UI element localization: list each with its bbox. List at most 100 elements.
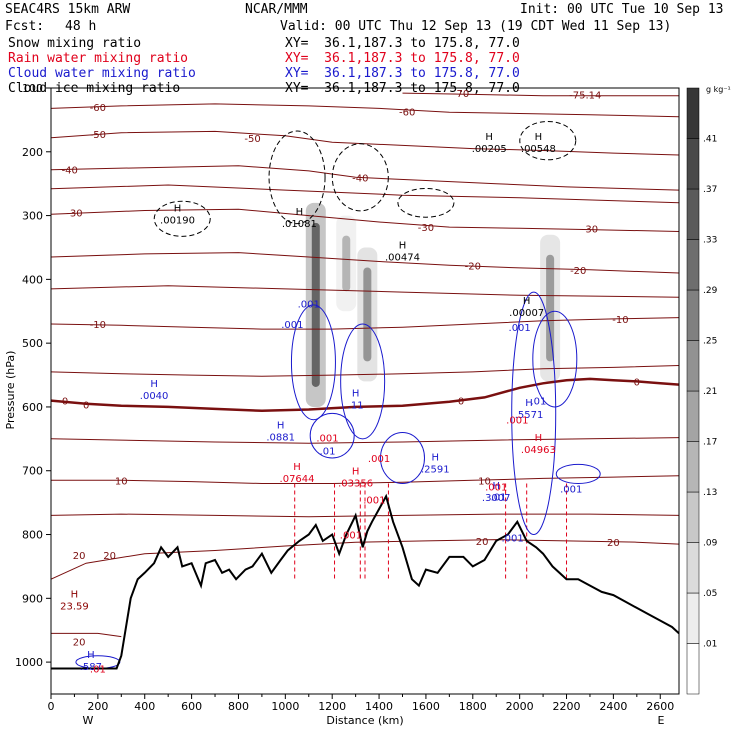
colorbar-swatch-0 — [686, 643, 700, 695]
field-rain-xy: XY= 36.1,187.3 to 175.8, 77.0 — [285, 51, 520, 66]
colorbar-label-0: .01 — [703, 640, 717, 650]
isotherm--30 — [51, 208, 679, 232]
extremum-value-6: .0040 — [140, 391, 169, 402]
contour-label-4: .001 — [368, 454, 390, 465]
contour-label-12: .01 — [491, 492, 507, 503]
extremum-h-6: H — [150, 379, 158, 390]
contour-label-14: .01 — [90, 664, 106, 675]
cloud-ice-contour-0 — [268, 130, 326, 225]
x-tick-label-1000: 1000 — [271, 700, 299, 713]
isotherm-20 — [51, 539, 679, 580]
cloud-ice-contour-3 — [153, 200, 211, 237]
isotherm-label-24: 20 — [607, 538, 620, 549]
isotherm-label-8: -30 — [66, 208, 82, 219]
extremum-value-7: .0881 — [266, 432, 295, 443]
x-tick-label-2400: 2400 — [599, 700, 627, 713]
y-tick-label-600: 600 — [22, 401, 43, 414]
extremum-h-0: H — [174, 204, 182, 215]
extremum-h-14: H — [535, 433, 543, 444]
field-cloudwater-xy: XY= 36.1,187.3 to 175.8, 77.0 — [285, 66, 520, 81]
isotherm-label-1: -75.14 — [569, 90, 601, 101]
cloud-water-contour-2 — [511, 291, 557, 536]
isotherm-label-10: -30 — [582, 224, 598, 235]
isotherm--70 — [402, 92, 679, 97]
isotherm-extra-3 — [51, 437, 679, 444]
extremum-value-16: .587 — [80, 662, 102, 673]
extremum-h-16: H — [87, 650, 95, 661]
colorbar-swatch-8 — [686, 239, 700, 291]
y-tick-label-300: 300 — [22, 210, 43, 223]
x-tick-label-1600: 1600 — [412, 700, 440, 713]
isotherm-extra-2 — [51, 365, 679, 377]
colorbar-label-6: .25 — [703, 337, 717, 347]
colorbar-label-2: .09 — [703, 539, 718, 549]
isotherm--50 — [51, 130, 679, 156]
x-axis-label: Distance (km) — [326, 714, 403, 727]
colorbar-swatch-2 — [686, 542, 700, 594]
extremum-value-0: .00190 — [160, 216, 195, 227]
extremum-h-1: H — [296, 207, 304, 218]
contour-label-13: .01 — [530, 397, 546, 408]
cloud-water-contour-0 — [290, 304, 336, 421]
x-tick-label-800: 800 — [228, 700, 249, 713]
contour-label-2: .001 — [509, 323, 531, 334]
isotherm-label-3: -60 — [399, 108, 415, 119]
isotherm-label-11: -20 — [465, 261, 481, 272]
extremum-value-12: .07644 — [280, 474, 315, 485]
isotherm-label-12: -20 — [570, 266, 586, 277]
colorbar-label-8: .33 — [703, 236, 717, 246]
cloud-water-contour-1 — [340, 323, 386, 440]
isotherm-label-16: 0 — [83, 400, 89, 411]
isotherm-label-0: -70 — [453, 89, 469, 100]
isotherm--40 — [51, 165, 679, 191]
init-time: Init: 00 UTC Tue 10 Sep 13 — [520, 2, 724, 17]
snow-column-core — [363, 267, 372, 362]
extremum-value-5: .00007 — [509, 308, 544, 319]
extremum-h-3: H — [485, 132, 493, 143]
contour-label-9: .001 — [485, 483, 507, 494]
colorbar-swatch-4 — [686, 441, 700, 493]
contour-label-11: .01 — [320, 446, 336, 457]
isotherm-extra-5 — [51, 632, 122, 638]
isotherm--10 — [51, 317, 679, 330]
extremum-value-13: .03356 — [338, 478, 373, 489]
isotherm-label-14: -10 — [612, 315, 628, 326]
extremum-h-15: H — [71, 590, 79, 601]
extremum-h-2: H — [399, 241, 407, 252]
colorbar-label-9: .37 — [703, 185, 717, 195]
cloud-ice-contour-2 — [519, 120, 577, 161]
isotherm-label-13: -10 — [90, 320, 106, 331]
isotherm-label-17: 0 — [458, 397, 464, 408]
extremum-value-11: .5571 — [515, 410, 544, 421]
extremum-h-10: H — [492, 481, 500, 492]
isotherm-label-5: -50 — [244, 134, 260, 145]
isotherm-label-2: -60 — [90, 103, 106, 114]
y-tick-label-900: 900 — [22, 592, 43, 605]
colorbar-unit: g kg⁻¹ — [706, 85, 731, 94]
plot-frame — [50, 87, 680, 695]
x-tick-label-2000: 2000 — [506, 700, 534, 713]
cloud-ice-contour-4 — [397, 187, 455, 218]
isotherm-label-7: -40 — [352, 173, 368, 184]
snow-column-core — [342, 235, 351, 292]
colorbar-swatch-10 — [686, 138, 700, 190]
west-label: W — [83, 714, 94, 727]
x-tick-label-0: 0 — [48, 700, 55, 713]
x-tick-label-1800: 1800 — [459, 700, 487, 713]
extremum-h-5: H — [523, 296, 531, 307]
cloud-water-contour-5 — [555, 463, 601, 484]
colorbar-swatch-3 — [686, 491, 700, 543]
cloud-water-contour-6 — [309, 412, 355, 459]
extremum-value-8: .11 — [348, 401, 364, 412]
contour-label-3: .001 — [316, 434, 338, 445]
colorbar-label-7: .29 — [703, 286, 718, 296]
x-tick-label-600: 600 — [181, 700, 202, 713]
isotherm-label-15: 0 — [62, 397, 68, 408]
y-tick-label-200: 200 — [22, 146, 43, 159]
valid-time: Valid: 00 UTC Thu 12 Sep 13 (19 CDT Wed … — [280, 19, 672, 34]
isotherm-label-22: 20 — [103, 551, 116, 562]
extremum-value-1: .01081 — [282, 219, 317, 230]
colorbar: .01 .05 .09 .13 .17 .21 .25 .29 .33 .37 .41 — [686, 87, 718, 695]
field-rain-name: Rain water mixing ratio — [8, 51, 189, 66]
